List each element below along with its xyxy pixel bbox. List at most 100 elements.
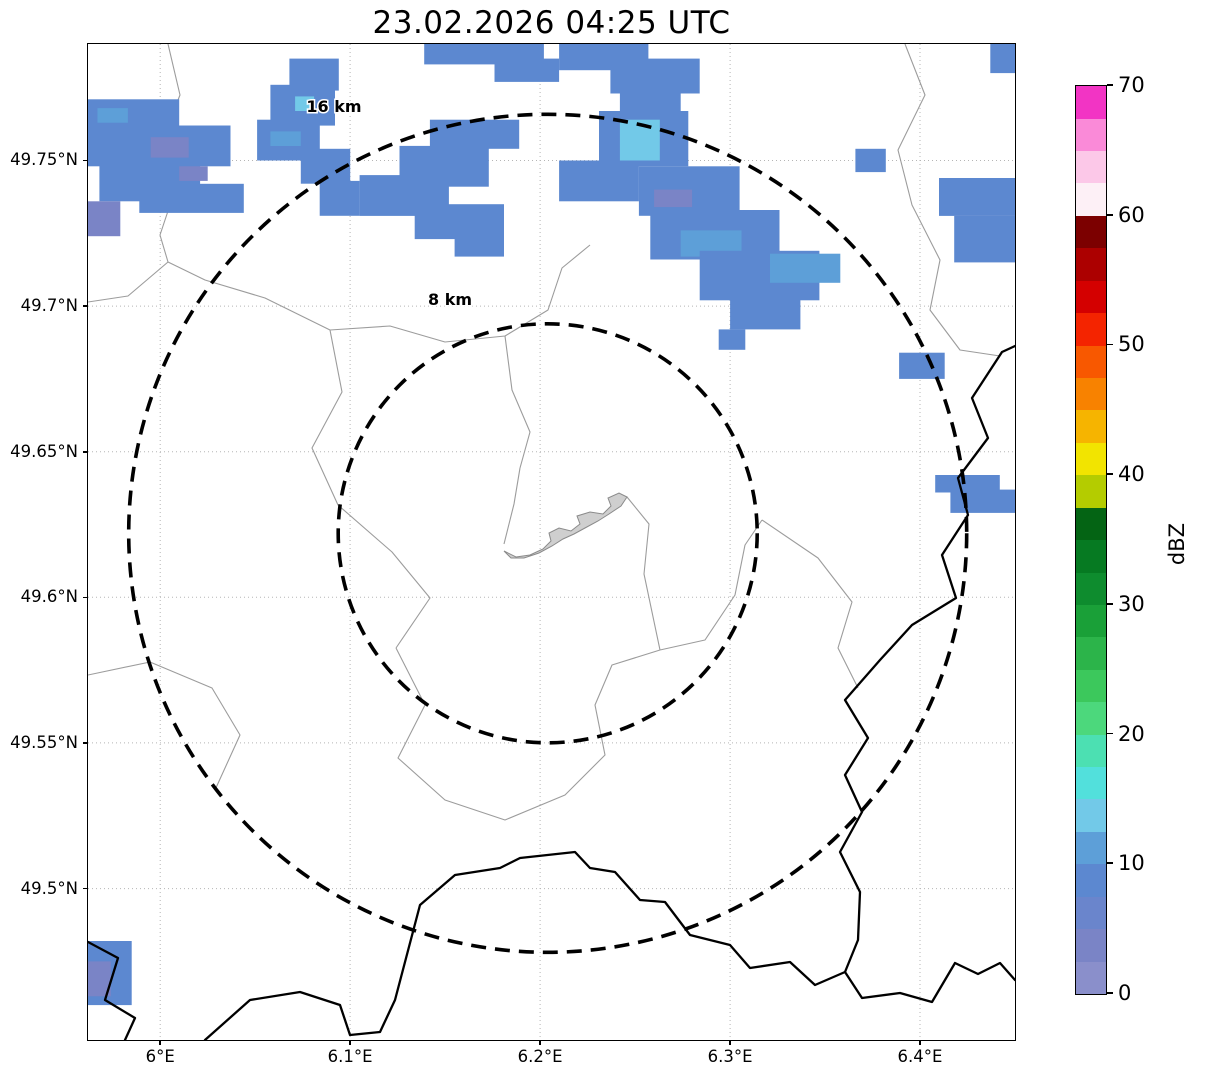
radar-echo-cell	[559, 160, 639, 202]
range-ring-label: 8 km	[428, 290, 472, 309]
colorbar-segment	[1076, 86, 1106, 119]
axis-tick-mark	[159, 1040, 161, 1045]
axis-tick-mark	[919, 1040, 921, 1045]
colorbar-segment	[1076, 475, 1106, 508]
admin-border	[395, 647, 661, 821]
colorbar-tick-mark	[1107, 84, 1113, 86]
y-tick-label: 49.65°N	[10, 441, 78, 461]
radar-echo-cell	[950, 489, 1015, 513]
colorbar-segment	[1076, 442, 1106, 476]
colorbar-tick-label: 20	[1118, 721, 1145, 746]
radar-echo-cell	[610, 58, 700, 94]
colorbar-segment	[1076, 572, 1106, 605]
radar-echo-cell	[88, 201, 121, 237]
range-ring	[336, 321, 760, 745]
radar-echo-cell	[770, 253, 841, 283]
colorbar-segment	[1076, 215, 1106, 249]
radar-echo-cell	[139, 183, 244, 213]
colorbar-segment	[1076, 280, 1106, 314]
radar-echo-cell	[97, 108, 128, 123]
colorbar-segment	[1076, 183, 1106, 216]
axis-tick-mark	[729, 1040, 731, 1045]
colorbar-segment	[1076, 929, 1106, 962]
admin-border	[503, 467, 521, 545]
colorbar-tick-mark	[1107, 862, 1113, 865]
y-tick-label: 49.5°N	[20, 878, 78, 898]
x-tick-label: 6.2°E	[517, 1047, 563, 1066]
radar-echo-cell	[150, 137, 189, 158]
colorbar	[1075, 85, 1107, 995]
colorbar-segment	[1076, 961, 1106, 994]
colorbar-segment	[1076, 637, 1106, 670]
radar-echo-cell	[494, 58, 560, 82]
colorbar-segment	[1076, 345, 1106, 378]
city-outline	[503, 492, 628, 559]
x-tick-label: 6°E	[145, 1047, 175, 1066]
radar-echo-cell	[454, 230, 504, 257]
admin-border	[897, 44, 1001, 357]
colorbar-segment	[1076, 118, 1106, 152]
x-tick-label: 6.1°E	[327, 1047, 373, 1066]
axis-tick-mark	[83, 596, 88, 599]
colorbar-segment	[1076, 410, 1106, 443]
y-tick-label: 49.55°N	[10, 732, 78, 752]
colorbar-tick-mark	[1107, 603, 1113, 605]
colorbar-segment	[1076, 734, 1106, 768]
colorbar-segment	[1076, 377, 1106, 411]
radar-echo-cell	[295, 96, 315, 111]
radar-echo-cell	[990, 44, 1015, 74]
admin-border	[761, 519, 859, 689]
colorbar-segment	[1076, 864, 1106, 897]
admin-border	[504, 335, 531, 469]
colorbar-segment	[1076, 669, 1106, 703]
axis-tick-mark	[83, 742, 88, 744]
colorbar-tick-mark	[1107, 473, 1113, 475]
figure-title: 23.02.2026 04:25 UTC	[372, 5, 731, 41]
radar-echo-cell	[319, 180, 360, 216]
admin-border	[311, 329, 431, 649]
radar-map-plot: 8 km 16 km	[87, 43, 1016, 1041]
colorbar-segment	[1076, 831, 1106, 865]
axis-tick-mark	[349, 1040, 351, 1045]
radar-echo-cell	[718, 329, 746, 350]
x-tick-label: 6.3°E	[707, 1047, 753, 1066]
axis-tick-mark	[83, 159, 88, 162]
admin-border	[626, 496, 661, 651]
radar-echo-cell	[899, 352, 945, 379]
radar-map-canvas: 8 km 16 km	[88, 44, 1015, 1040]
radar-echo-cell	[730, 294, 801, 330]
colorbar-segment	[1076, 248, 1106, 281]
radar-echo-cell	[855, 148, 886, 173]
radar-echo-cell	[429, 119, 520, 149]
colorbar-segment	[1076, 151, 1106, 184]
colorbar-tick-mark	[1107, 213, 1113, 216]
colorbar-tick-label: 0	[1118, 981, 1132, 1005]
y-tick-label: 49.75°N	[10, 150, 78, 170]
range-ring-label: 16 km	[306, 97, 361, 116]
colorbar-tick-mark	[1107, 732, 1113, 735]
radar-echo-cell	[270, 131, 301, 146]
colorbar-segment	[1076, 604, 1106, 638]
y-tick-label: 49.7°N	[20, 296, 78, 316]
colorbar-segment	[1076, 507, 1106, 541]
axis-tick-mark	[83, 887, 88, 890]
radar-echo-cell	[619, 119, 660, 161]
colorbar-segment	[1076, 702, 1106, 735]
axis-tick-mark	[83, 450, 88, 453]
radar-echo-cell	[88, 961, 111, 997]
colorbar-axis-label: dBZ	[1165, 522, 1189, 566]
x-tick-label: 6.4°E	[897, 1047, 943, 1066]
colorbar-tick-label: 70	[1118, 73, 1145, 97]
colorbar-tick-label: 30	[1118, 591, 1145, 616]
admin-border	[88, 661, 241, 791]
colorbar-tick-label: 10	[1118, 851, 1145, 876]
colorbar-segment	[1076, 313, 1106, 346]
country-border	[203, 344, 1015, 1040]
radar-echo-cell	[654, 189, 693, 208]
colorbar-segment	[1076, 799, 1106, 832]
colorbar-tick-label: 40	[1118, 462, 1145, 487]
colorbar-segment	[1076, 767, 1106, 800]
country-border	[88, 940, 137, 1040]
axis-tick-mark	[83, 305, 88, 307]
